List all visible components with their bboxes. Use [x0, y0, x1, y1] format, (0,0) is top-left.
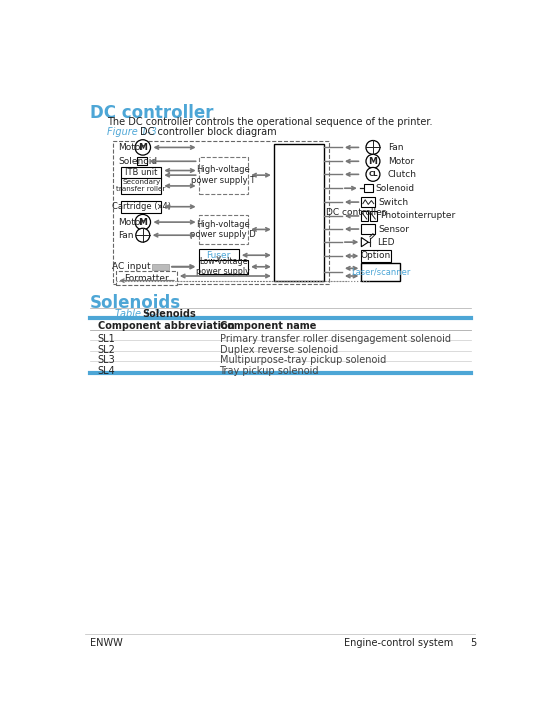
Text: Component abbreviation: Component abbreviation [98, 320, 235, 331]
Text: Solenoids: Solenoids [142, 309, 196, 319]
Text: SL3: SL3 [98, 355, 115, 365]
Bar [362, 250, 391, 262]
Bar [199, 157, 248, 194]
Text: Motor: Motor [118, 218, 144, 226]
Text: Sensor: Sensor [379, 224, 409, 234]
Bar [362, 224, 375, 234]
Text: High-voltage
power supply T: High-voltage power supply T [191, 165, 255, 185]
Bar [362, 197, 375, 207]
Text: Motor: Motor [388, 157, 414, 166]
Bar [121, 167, 161, 179]
Text: Multipurpose-tray pickup solenoid: Multipurpose-tray pickup solenoid [219, 355, 386, 365]
Text: Engine-control system: Engine-control system [344, 638, 453, 648]
Bar [152, 264, 169, 270]
Text: SL4: SL4 [98, 366, 115, 376]
Text: M: M [138, 218, 147, 226]
Text: Switch: Switch [379, 197, 409, 207]
Text: Fan: Fan [118, 231, 133, 240]
Circle shape [136, 229, 150, 242]
Text: Solenoid: Solenoid [118, 157, 157, 166]
Circle shape [135, 140, 150, 155]
Circle shape [135, 215, 150, 230]
Text: Clutch: Clutch [388, 170, 417, 179]
Text: Formatter: Formatter [124, 274, 169, 282]
Text: ENWW: ENWW [90, 638, 123, 648]
Bar [362, 211, 368, 221]
Text: Option: Option [361, 251, 391, 261]
Text: Secondary
transfer roller: Secondary transfer roller [117, 179, 166, 192]
Text: Motor: Motor [118, 143, 144, 152]
Text: M: M [369, 157, 377, 166]
Bar [364, 184, 373, 192]
Text: Tray pickup solenoid: Tray pickup solenoid [219, 366, 319, 376]
Text: High-voltage
power supply D: High-voltage power supply D [190, 220, 256, 239]
Text: Fuser: Fuser [207, 250, 231, 260]
Text: Duplex reverse solenoid: Duplex reverse solenoid [219, 344, 337, 355]
Text: DC controller block diagram: DC controller block diagram [139, 127, 276, 138]
Text: DC controller: DC controller [325, 208, 385, 218]
Polygon shape [362, 237, 368, 247]
Text: Figure 1-3: Figure 1-3 [107, 127, 157, 138]
Bar [199, 215, 248, 244]
Text: Solenoid: Solenoid [375, 183, 415, 193]
Text: Laser/scanner: Laser/scanner [351, 268, 410, 277]
Text: Fan: Fan [388, 143, 403, 152]
Bar [121, 178, 161, 194]
Text: Solenoids: Solenoids [90, 293, 181, 312]
Text: Component name: Component name [219, 320, 316, 331]
Text: SL2: SL2 [98, 344, 116, 355]
Text: LED: LED [377, 237, 394, 247]
Bar [121, 200, 161, 213]
Bar [199, 260, 248, 274]
Text: Low-voltage
power supply: Low-voltage power supply [196, 257, 251, 277]
Text: AC input: AC input [112, 262, 150, 272]
Bar [274, 144, 324, 282]
Text: ITB unit: ITB unit [125, 168, 158, 178]
Bar [137, 157, 147, 165]
Text: SL1: SL1 [98, 333, 115, 344]
Text: Photointerrupter: Photointerrupter [380, 211, 455, 221]
Circle shape [366, 167, 380, 181]
Text: Table 1-2: Table 1-2 [115, 309, 160, 319]
Circle shape [366, 141, 380, 154]
Bar [113, 141, 329, 284]
Text: 5: 5 [470, 638, 476, 648]
Text: DC controller: DC controller [90, 104, 213, 122]
Bar [199, 249, 239, 261]
Text: Cartridge (x4): Cartridge (x4) [112, 202, 171, 211]
Text: M: M [138, 143, 147, 152]
Bar [370, 211, 377, 221]
Bar [117, 272, 177, 285]
Text: Primary transfer roller disengagement solenoid: Primary transfer roller disengagement so… [219, 333, 451, 344]
Text: CL: CL [368, 171, 377, 178]
Circle shape [366, 154, 380, 168]
Bar [362, 263, 400, 282]
Text: The DC controller controls the operational sequence of the printer.: The DC controller controls the operation… [107, 116, 433, 127]
